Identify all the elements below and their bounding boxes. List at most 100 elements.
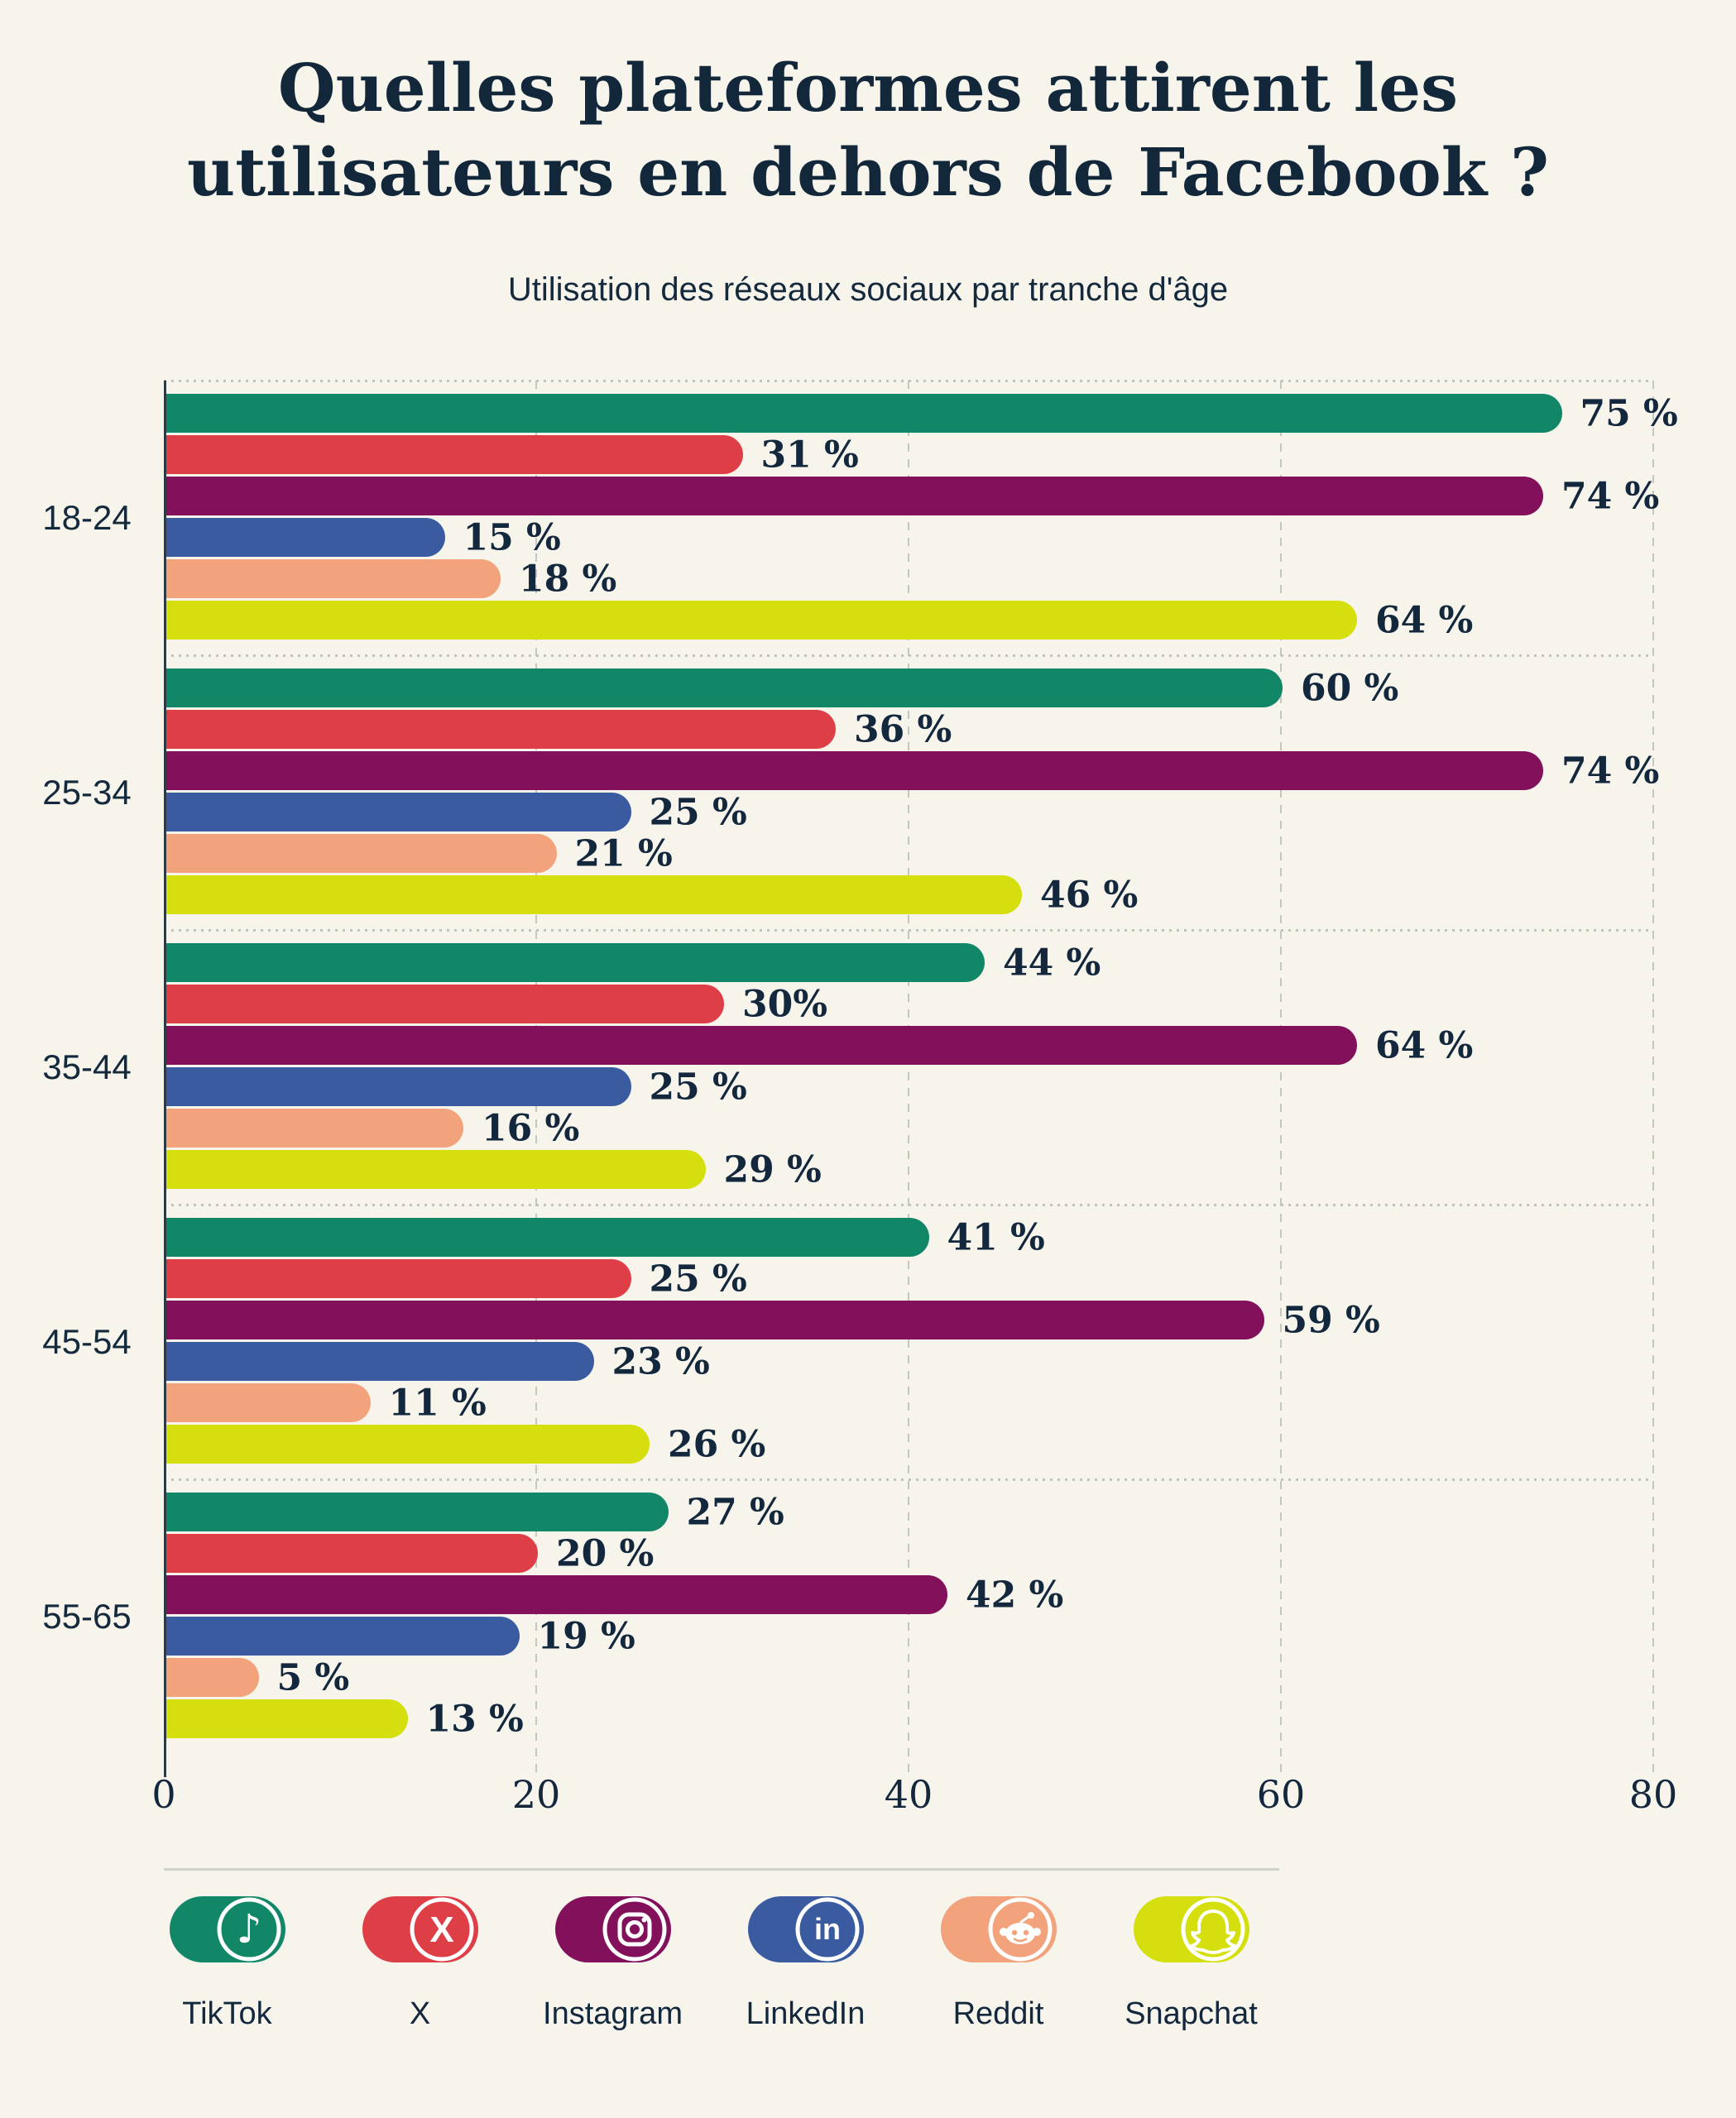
x-tick-40: 40 bbox=[884, 1772, 933, 1817]
bar-value-label: 30% bbox=[742, 983, 828, 1025]
svg-text:X: X bbox=[429, 1910, 453, 1950]
x-tick-20: 20 bbox=[511, 1772, 561, 1817]
bar-linkedin-35-44 bbox=[165, 1067, 631, 1106]
bar-linkedin-55-65 bbox=[165, 1617, 520, 1656]
bar-row-linkedin-35-44: 25 % bbox=[164, 1066, 1653, 1108]
group-separator bbox=[164, 654, 1653, 657]
legend: ♪ TikTok X X Instagram in LinkedIn Reddit Snapch… bbox=[131, 1896, 1291, 2032]
bar-value-label: 44 % bbox=[1003, 942, 1101, 984]
bar-instagram-25-34 bbox=[165, 751, 1543, 790]
bar-value-label: 25 % bbox=[649, 1258, 747, 1300]
bar-row-instagram-25-34: 74 % bbox=[164, 750, 1659, 792]
linkedin-icon: in bbox=[747, 1896, 864, 1967]
gridline-60 bbox=[1280, 381, 1282, 1777]
y-axis-label-35-44: 35-44 bbox=[42, 1047, 132, 1086]
instagram-icon bbox=[554, 1896, 671, 1967]
bar-row-instagram-55-65: 42 % bbox=[164, 1574, 1653, 1616]
bar-row-x-35-44: 30% bbox=[164, 983, 1653, 1025]
bar-row-tiktok-45-54: 41 % bbox=[164, 1216, 1653, 1258]
legend-label-instagram: Instagram bbox=[543, 1996, 683, 2031]
bar-row-reddit-25-34: 21 % bbox=[164, 832, 1653, 875]
bar-row-x-55-65: 20 % bbox=[164, 1532, 1653, 1574]
y-axis-label-18-24: 18-24 bbox=[42, 498, 132, 537]
bar-row-snapchat-45-54: 26 % bbox=[164, 1423, 1653, 1465]
bar-row-snapchat-55-65: 13 % bbox=[164, 1698, 1653, 1740]
bar-value-label: 25 % bbox=[649, 1066, 747, 1108]
bar-row-instagram-35-44: 64 % bbox=[164, 1024, 1653, 1066]
bar-x-55-65 bbox=[165, 1534, 538, 1573]
age-group-35-44: 35-44 44 % 30% 64 % 25 % 16 % 29 % bbox=[42, 929, 1653, 1205]
bar-row-reddit-45-54: 11 % bbox=[164, 1382, 1653, 1424]
bar-reddit-55-65 bbox=[165, 1658, 259, 1697]
y-axis-line bbox=[164, 381, 166, 1777]
bar-value-label: 36 % bbox=[854, 708, 952, 750]
bar-row-x-25-34: 36 % bbox=[164, 708, 1653, 750]
bar-value-label: 16 % bbox=[482, 1107, 580, 1149]
svg-text:in: in bbox=[814, 1912, 841, 1946]
bar-value-label: 18 % bbox=[519, 558, 617, 600]
bar-value-label: 42 % bbox=[965, 1574, 1064, 1616]
bar-row-linkedin-45-54: 23 % bbox=[164, 1340, 1653, 1382]
bar-value-label: 64 % bbox=[1375, 599, 1474, 641]
bar-x-25-34 bbox=[165, 710, 836, 749]
bar-x-35-44 bbox=[165, 985, 724, 1023]
legend-item-tiktok: ♪ TikTok bbox=[131, 1896, 324, 2032]
gridline-80 bbox=[1652, 381, 1654, 1777]
legend-label-snapchat: Snapchat bbox=[1125, 1996, 1258, 2031]
bar-row-linkedin-25-34: 25 % bbox=[164, 791, 1653, 833]
group-separator bbox=[164, 1204, 1653, 1206]
legend-label-reddit: Reddit bbox=[952, 1996, 1044, 2031]
bar-row-reddit-18-24: 18 % bbox=[164, 558, 1653, 600]
bar-snapchat-35-44 bbox=[165, 1150, 706, 1189]
bar-tiktok-45-54 bbox=[165, 1218, 929, 1257]
bar-value-label: 20 % bbox=[556, 1532, 655, 1574]
x-tick-0: 0 bbox=[151, 1772, 176, 1817]
bar-tiktok-55-65 bbox=[165, 1493, 669, 1531]
bar-value-label: 26 % bbox=[668, 1423, 766, 1465]
bar-x-18-24 bbox=[165, 435, 743, 474]
bar-value-label: 11 % bbox=[388, 1382, 487, 1424]
bar-snapchat-25-34 bbox=[165, 875, 1022, 914]
x-tick-60: 60 bbox=[1256, 1772, 1306, 1817]
bar-tiktok-18-24 bbox=[165, 394, 1562, 433]
bar-value-label: 25 % bbox=[649, 791, 747, 833]
legend-label-linkedin: LinkedIn bbox=[746, 1996, 866, 2031]
bar-row-snapchat-18-24: 64 % bbox=[164, 599, 1653, 641]
bar-row-tiktok-55-65: 27 % bbox=[164, 1491, 1653, 1533]
bar-value-label: 46 % bbox=[1040, 874, 1139, 916]
bar-reddit-35-44 bbox=[165, 1109, 463, 1148]
y-axis-label-55-65: 55-65 bbox=[42, 1597, 132, 1636]
y-axis-label-25-34: 25-34 bbox=[42, 773, 132, 812]
bar-value-label: 74 % bbox=[1561, 475, 1660, 517]
bar-value-label: 64 % bbox=[1375, 1024, 1474, 1066]
bar-value-label: 13 % bbox=[425, 1698, 524, 1740]
bar-row-linkedin-18-24: 15 % bbox=[164, 516, 1653, 558]
bar-tiktok-35-44 bbox=[165, 943, 985, 982]
bar-row-snapchat-25-34: 46 % bbox=[164, 874, 1653, 916]
bar-value-label: 59 % bbox=[1282, 1299, 1380, 1341]
bar-x-45-54 bbox=[165, 1259, 631, 1298]
legend-item-reddit: Reddit bbox=[902, 1896, 1095, 2032]
bar-row-tiktok-18-24: 75 % bbox=[164, 392, 1678, 434]
x-axis: 0 20 40 60 80 bbox=[151, 1772, 1677, 1822]
bar-value-label: 74 % bbox=[1561, 750, 1660, 792]
bar-value-label: 75 % bbox=[1580, 392, 1678, 434]
page-title-line-1: Quelles plateformes attirent les bbox=[277, 49, 1459, 127]
bar-instagram-18-24 bbox=[165, 477, 1543, 515]
bar-row-instagram-45-54: 59 % bbox=[164, 1299, 1653, 1341]
bar-value-label: 41 % bbox=[947, 1216, 1045, 1258]
x-tick-80: 80 bbox=[1628, 1772, 1678, 1817]
bar-value-label: 31 % bbox=[760, 434, 859, 476]
bar-linkedin-25-34 bbox=[165, 793, 631, 831]
legend-item-instagram: Instagram bbox=[516, 1896, 709, 2032]
age-group-25-34: 25-34 60 % 36 % 74 % 25 % 21 % 46 % bbox=[42, 654, 1659, 930]
bar-reddit-25-34 bbox=[165, 834, 557, 873]
snapchat-icon bbox=[1133, 1896, 1249, 1967]
bar-instagram-55-65 bbox=[165, 1575, 947, 1614]
bar-value-label: 29 % bbox=[723, 1148, 822, 1191]
legend-item-linkedin: in LinkedIn bbox=[709, 1896, 902, 2032]
bar-row-linkedin-55-65: 19 % bbox=[164, 1615, 1653, 1657]
plot-area: 18-24 75 % 31 % 74 % 15 % 18 % 64 % 25-34 60 % 36… bbox=[42, 380, 1678, 1777]
bar-value-label: 5 % bbox=[276, 1656, 350, 1699]
